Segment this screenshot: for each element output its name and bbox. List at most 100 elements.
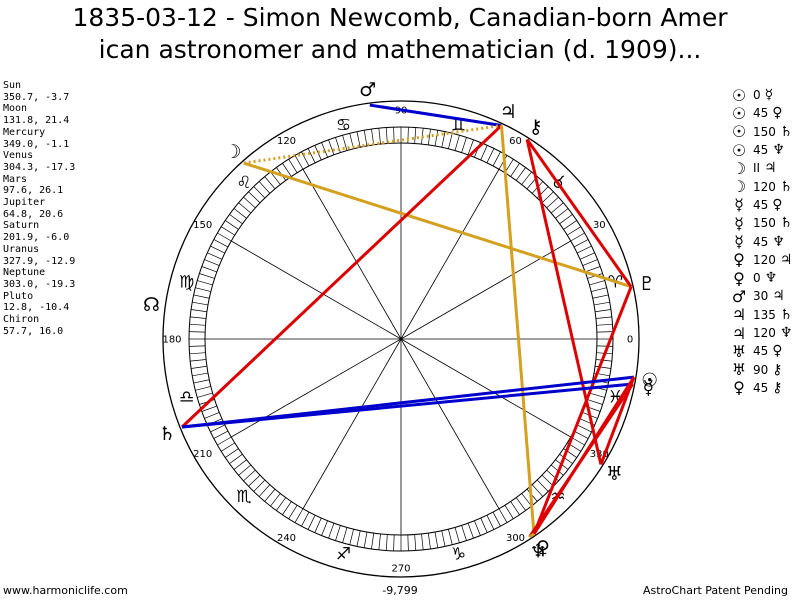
- aspect-list: ☉ 0 ☿ ☉ 45 ♀ ☉ 150 ♄ ☉ 45 ♆ ☽ II ♃ ☽ 120 ♄ ☿ 45 ♀ ☿ 150 ♄ ☿ 45 ♆ ♀ 1…: [731, 86, 793, 398]
- degree-tick: [421, 533, 424, 550]
- house-spoke: [302, 338, 402, 509]
- planet-glyph-icon: ♄: [779, 178, 793, 195]
- degree-tick: [204, 412, 220, 419]
- degree-tick: [593, 301, 610, 306]
- zodiac-sign-icon: ♏: [236, 487, 251, 507]
- degree-tick: [225, 448, 239, 458]
- planet-glyph-icon: ♀: [772, 343, 783, 360]
- degree-label: 300: [506, 533, 525, 544]
- degree-tick: [591, 287, 607, 292]
- planet-name: Pluto: [3, 290, 34, 302]
- degree-tick: [587, 399, 603, 405]
- degree-tick: [541, 474, 554, 487]
- planet-coords: 57.7, 16.0: [3, 325, 64, 337]
- degree-tick: [563, 220, 577, 230]
- degree-tick: [434, 531, 439, 548]
- aspect-row: ☉ 45 ♆: [731, 141, 792, 160]
- degree-tick: [515, 497, 526, 511]
- planet-coords: 350.7, -3.7: [3, 91, 70, 103]
- aspect-angle: 45: [753, 344, 769, 359]
- degree-tick: [201, 405, 217, 412]
- aspect-row: ♀ 45 ⚷: [731, 378, 792, 397]
- planet-name: Jupiter: [3, 197, 46, 209]
- degree-tick: [536, 479, 549, 492]
- degree-label: 180: [162, 335, 181, 346]
- aspect-angle: 135: [753, 307, 776, 322]
- degree-tick: [189, 323, 206, 326]
- degree-tick: [189, 352, 206, 355]
- degree-tick: [541, 191, 554, 204]
- planet-glyph-icon: ♀: [733, 268, 745, 288]
- degree-tick: [595, 359, 612, 362]
- planet-name: Sun: [3, 80, 22, 91]
- aspect-line: [181, 382, 633, 429]
- degree-tick: [225, 220, 239, 230]
- aspect-line: [243, 161, 632, 289]
- zodiac-sign-icon: ♎: [179, 387, 194, 407]
- degree-tick: [448, 133, 453, 149]
- degree-tick: [589, 392, 605, 398]
- degree-tick: [189, 345, 206, 347]
- degree-label: 0: [627, 335, 633, 346]
- degree-tick: [349, 529, 354, 545]
- degree-tick: [573, 239, 589, 248]
- aspect-line: [499, 125, 536, 535]
- degree-tick: [486, 515, 495, 530]
- aspect-angle: 150: [753, 216, 776, 231]
- planet-glyph-icon: ♄: [779, 215, 793, 232]
- degree-tick: [595, 309, 611, 313]
- aspect-line: [528, 383, 634, 538]
- planet-glyph-icon: ♇: [638, 273, 655, 295]
- degree-tick: [342, 527, 348, 543]
- degree-tick: [427, 129, 431, 145]
- degree-tick: [521, 171, 532, 185]
- planet-glyph-icon: ⚷: [529, 116, 543, 138]
- degree-tick: [427, 533, 431, 549]
- degree-tick: [217, 232, 232, 242]
- aspect-angle: 45: [753, 380, 769, 395]
- planet-coords: 12.8, -10.4: [3, 302, 70, 314]
- planet-glyph-icon: ☊: [143, 294, 160, 316]
- degree-tick: [253, 479, 266, 492]
- zodiac-sign-icon: ♌: [236, 173, 251, 193]
- degree-tick: [363, 531, 368, 548]
- planet-coords: 327.9, -12.9: [3, 255, 76, 267]
- degree-tick: [229, 453, 243, 464]
- planet-glyph-icon: ♅: [731, 341, 747, 361]
- degree-tick: [559, 453, 573, 464]
- degree-tick: [238, 202, 252, 214]
- degree-tick: [531, 484, 544, 497]
- degree-tick: [378, 533, 381, 550]
- degree-tick: [407, 534, 409, 551]
- aspect-line: [369, 103, 502, 127]
- aspect-row: ☿ 45 ♆: [731, 232, 792, 251]
- planet-glyph-icon: ♃: [779, 251, 793, 268]
- degree-tick: [229, 214, 243, 225]
- degree-tick: [434, 130, 439, 147]
- website-link[interactable]: www.harmoniclife.com: [3, 584, 128, 597]
- degree-tick: [197, 280, 213, 286]
- planet-glyph-icon: ☉: [641, 370, 658, 392]
- degree-tick: [582, 259, 598, 266]
- degree-tick: [233, 459, 247, 470]
- aspect-row: ♂ 30 ♃: [731, 287, 792, 306]
- degree-tick: [221, 442, 235, 452]
- degree-tick: [192, 372, 209, 377]
- degree-tick: [270, 493, 281, 507]
- degree-tick: [498, 508, 508, 523]
- degree-tick: [190, 359, 207, 362]
- degree-tick: [221, 226, 235, 236]
- degree-label: 120: [277, 136, 296, 147]
- degree-tick: [407, 127, 409, 144]
- degree-tick: [467, 523, 474, 539]
- degree-tick: [371, 129, 375, 145]
- degree-tick: [204, 259, 220, 266]
- aspect-angle: II: [753, 161, 761, 176]
- degree-tick: [195, 287, 211, 292]
- planet-glyph-icon: ☿: [643, 377, 655, 399]
- degree-tick: [282, 163, 292, 177]
- degree-tick: [492, 511, 501, 527]
- degree-tick: [480, 517, 488, 533]
- degree-tick: [270, 171, 281, 185]
- planet-glyph-icon: ♃: [500, 101, 517, 123]
